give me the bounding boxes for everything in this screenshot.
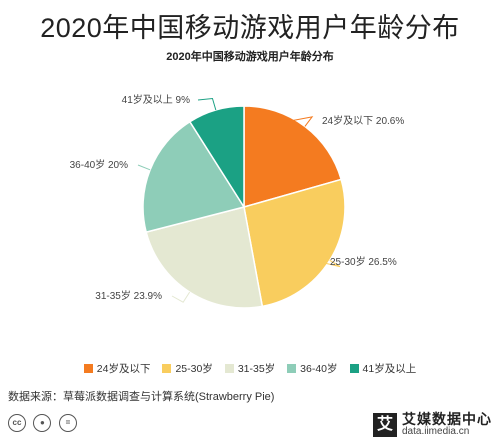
legend-swatch <box>287 364 297 373</box>
equal-icon: = <box>58 414 77 432</box>
pie-slice-4 <box>142 120 246 234</box>
data-label-5: 41岁及以上 9% <box>122 93 190 106</box>
brand-watermark: 艾 艾媒数据中心 data.iimedia.cn <box>373 410 492 440</box>
license-icons: cc ● = <box>8 414 80 436</box>
cc-icon: cc <box>8 414 26 432</box>
legend-item-1: 24岁及以下 <box>83 361 151 376</box>
leader-line-5 <box>197 97 217 111</box>
legend-label: 41岁及以上 <box>362 363 417 375</box>
person-icon: ● <box>33 414 52 432</box>
data-source-note: 数据来源：草莓派数据调查与计算系统(Strawberry Pie) <box>8 391 275 403</box>
legend-item-2: 25-30岁 <box>162 361 213 376</box>
page-title: 2020年中国移动游戏用户年龄分布 <box>40 13 460 43</box>
chart-legend: 24岁及以下 25-30岁 31-35岁 36-40岁 41岁及以上 <box>0 361 500 376</box>
brand-name: 艾媒数据中心 <box>402 411 492 428</box>
pie-slice-3 <box>145 206 264 309</box>
chart-title: 2020年中国移动游戏用户年龄分布 <box>166 51 334 63</box>
leader-line-3 <box>171 291 191 303</box>
legend-label: 25-30岁 <box>175 363 213 375</box>
data-label-3: 31-35岁 23.9% <box>95 289 162 302</box>
legend-item-5: 41岁及以上 <box>349 361 417 376</box>
data-label-1: 24岁及以下 20.6% <box>322 114 404 127</box>
legend-label: 31-35岁 <box>237 363 276 375</box>
legend-label: 24岁及以下 <box>96 363 151 375</box>
brand-url: data.iimedia.cn <box>402 426 470 438</box>
data-label-2: 25-30岁 26.5% <box>330 255 397 268</box>
data-label-4: 36-40岁 20% <box>70 158 128 171</box>
legend-swatch <box>162 364 172 373</box>
brand-logo: 艾 <box>373 413 397 437</box>
legend-swatch <box>83 364 93 373</box>
leader-line-1 <box>289 116 314 127</box>
leader-line-2 <box>319 259 341 268</box>
pie-slice-2 <box>243 178 346 308</box>
leader-line-4 <box>137 164 151 171</box>
legend-swatch <box>349 364 359 373</box>
legend-label: 36-40岁 <box>300 363 338 375</box>
legend-swatch <box>224 364 234 373</box>
legend-item-4: 36-40岁 <box>287 361 338 376</box>
legend-item-3: 31-35岁 <box>224 361 276 376</box>
pie-slice-5 <box>188 105 245 210</box>
